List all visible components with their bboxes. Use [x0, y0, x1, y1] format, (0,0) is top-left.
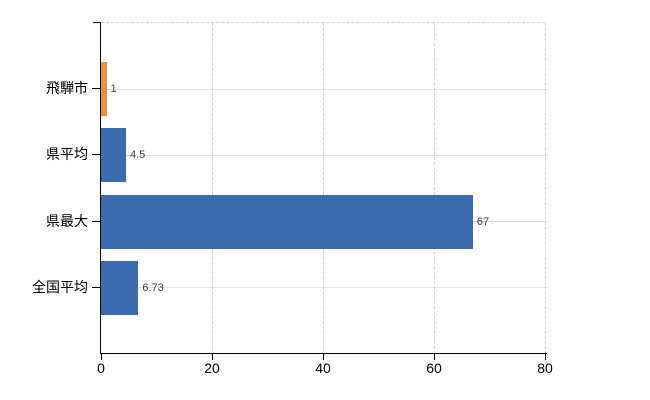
x-axis-tick-label: 40: [315, 360, 331, 376]
plot-area: 1 4.5 67 6.73: [101, 22, 548, 354]
x-gridline: [433, 23, 435, 354]
x-axis-tick: [545, 354, 546, 360]
y-axis: [100, 22, 101, 353]
x-axis-tick: [212, 354, 213, 360]
bar-value-label: 1: [110, 83, 117, 96]
category-label-prefecture-max: 県最大: [46, 212, 88, 229]
x-gridline: [544, 23, 546, 354]
bar-value-label: 67: [476, 215, 490, 228]
x-axis-tick-label: 20: [204, 360, 220, 376]
y-axis-tick: [92, 286, 100, 288]
category-gridline: [101, 287, 548, 289]
category-label-hida-city: 飛騨市: [46, 80, 88, 97]
x-axis: [100, 353, 547, 354]
bar-value-label: 4.5: [129, 149, 146, 162]
y-axis-tick: [92, 88, 100, 90]
bar-value-label: 6.73: [142, 281, 164, 294]
y-axis-top-tick: [93, 22, 100, 23]
x-axis-tick-label: 80: [537, 360, 553, 376]
category-label-prefecture-average: 県平均: [46, 146, 88, 163]
y-axis-tick: [92, 154, 100, 156]
category-label-national-average: 全国平均: [32, 278, 88, 295]
x-axis-tick: [323, 354, 324, 360]
bar-prefecture-max: [101, 194, 473, 249]
y-axis-tick: [92, 220, 100, 222]
category-gridline: [101, 88, 548, 90]
x-gridline: [211, 23, 213, 354]
x-axis-tick-label: 60: [426, 360, 442, 376]
x-axis-tick-label: 0: [97, 360, 105, 376]
x-gridline: [322, 23, 324, 354]
x-axis-tick: [101, 354, 102, 360]
bar-prefecture-average: [101, 128, 126, 183]
bar-hida-city: [101, 62, 107, 117]
x-axis-tick: [434, 354, 435, 360]
bar-national-average: [101, 260, 139, 315]
category-gridline: [101, 154, 548, 156]
